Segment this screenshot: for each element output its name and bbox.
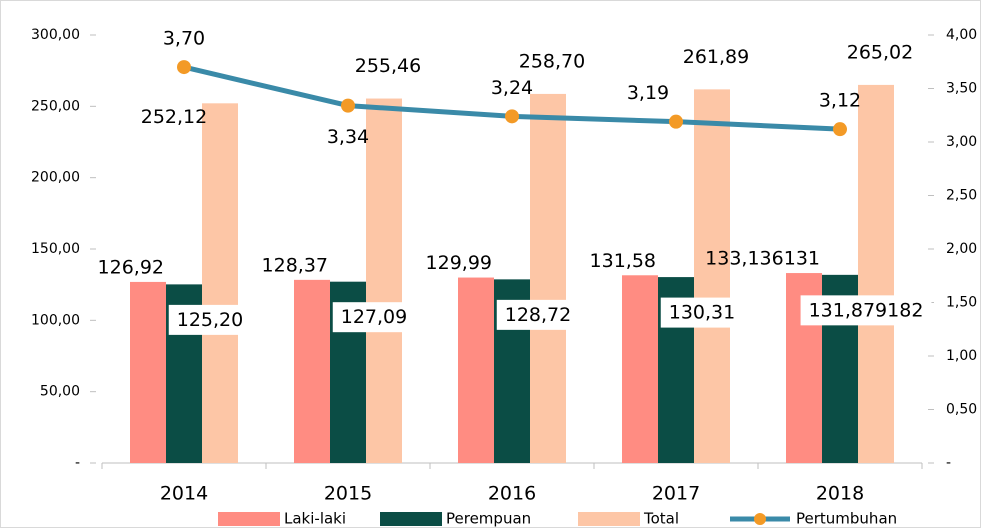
line-marker xyxy=(177,60,191,75)
bar xyxy=(202,103,238,463)
data-label: 255,46 xyxy=(355,55,421,77)
bar xyxy=(366,98,402,463)
data-label-box xyxy=(168,304,252,335)
data-label: 130,31 xyxy=(669,302,735,324)
legend-label: Perempuan xyxy=(446,510,531,528)
data-label: 3,19 xyxy=(627,82,669,104)
legend-label: Laki-laki xyxy=(284,510,346,528)
line-marker xyxy=(505,109,519,124)
data-label-box xyxy=(496,299,580,330)
data-label: 127,09 xyxy=(341,306,407,328)
data-label: 133,136131 xyxy=(705,248,820,270)
legend-label: Pertumbuhan xyxy=(796,510,897,528)
data-label: 265,02 xyxy=(847,41,913,63)
data-label: 131,58 xyxy=(590,250,656,272)
y-tick-label: 50,00 xyxy=(40,384,80,400)
legend-swatch xyxy=(578,512,640,526)
y2-tick-label: 1,50 xyxy=(946,295,977,311)
data-label: 3,12 xyxy=(819,90,861,112)
data-label: 129,99 xyxy=(426,252,492,274)
data-label: 3,24 xyxy=(491,77,533,99)
data-label: 252,12 xyxy=(141,106,207,128)
data-label: 128,37 xyxy=(262,254,328,276)
x-tick-label: 2017 xyxy=(652,483,700,505)
y2-tick-label: 1,00 xyxy=(946,348,977,364)
data-label: 128,72 xyxy=(505,304,571,326)
data-label: 131,879182 xyxy=(809,299,924,321)
bar xyxy=(130,281,166,463)
y-tick-label: 300,00 xyxy=(31,27,80,43)
y2-tick-label: 3,00 xyxy=(946,134,977,150)
data-label-box xyxy=(800,295,932,326)
data-label-box xyxy=(332,302,416,333)
bar xyxy=(458,277,494,463)
data-label: 3,34 xyxy=(327,126,369,148)
y-tick-label: 200,00 xyxy=(31,170,80,186)
y-tick-label: 150,00 xyxy=(31,241,80,257)
data-label: 126,92 xyxy=(98,256,164,278)
data-label: 3,70 xyxy=(163,28,205,50)
x-tick-label: 2015 xyxy=(324,483,372,505)
legend-marker xyxy=(754,513,766,525)
y-tick-label: 250,00 xyxy=(31,98,80,114)
legend-swatch xyxy=(218,512,280,526)
data-label-box xyxy=(660,297,744,328)
data-label: 258,70 xyxy=(519,50,585,72)
x-tick-label: 2014 xyxy=(160,483,208,505)
y2-tick-label: 2,00 xyxy=(946,241,977,257)
x-tick-label: 2016 xyxy=(488,483,536,505)
y2-tick-label: 3,50 xyxy=(946,81,977,97)
data-label: 261,89 xyxy=(683,46,749,68)
y2-tick-label: 4,00 xyxy=(946,27,977,43)
y-tick-label: 100,00 xyxy=(31,312,80,328)
x-tick-label: 2018 xyxy=(816,483,864,505)
bar xyxy=(858,84,894,464)
legend-label: Total xyxy=(643,510,679,528)
y2-tick-label: 0,50 xyxy=(946,402,977,418)
line-marker xyxy=(341,98,355,113)
bar xyxy=(622,275,658,463)
y2-tick-label: - xyxy=(946,455,951,471)
y-tick-label: - xyxy=(75,455,80,471)
data-label: 125,20 xyxy=(177,309,243,331)
legend-swatch xyxy=(380,512,442,526)
bar xyxy=(294,279,330,463)
bar xyxy=(530,93,566,464)
bar xyxy=(694,89,730,463)
line-marker xyxy=(833,122,847,137)
line-marker xyxy=(669,114,683,129)
y2-tick-label: 2,50 xyxy=(946,188,977,204)
